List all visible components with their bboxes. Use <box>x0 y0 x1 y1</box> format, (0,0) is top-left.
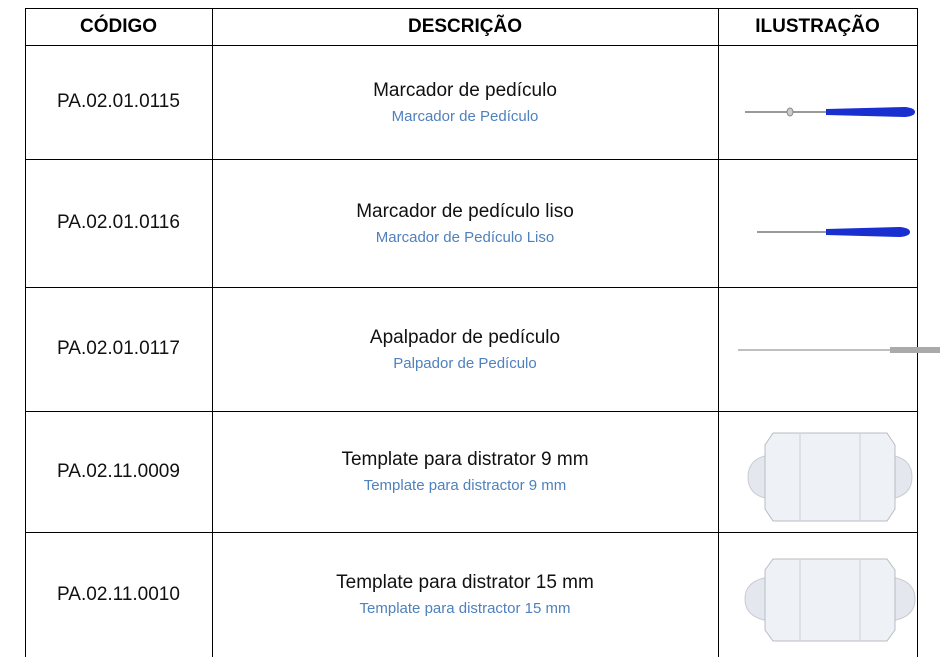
description: Marcador de pedículo <box>373 79 557 101</box>
translation: Template para distractor 9 mm <box>363 477 567 494</box>
description: Apalpador de pedículo <box>369 326 561 348</box>
border <box>25 159 918 160</box>
translation: Marcador de Pedículo Liso <box>375 228 555 246</box>
header: DESCRIÇÃO <box>407 15 522 37</box>
border <box>25 532 918 533</box>
description-cell: Marcador de pedículo liso Marcador de Ped… <box>212 159 718 287</box>
border <box>718 8 719 657</box>
code: PA.02.01.0117 <box>57 338 180 359</box>
code: PA.02.01.0115 <box>57 91 180 112</box>
description-cell: Template para distrator 15 mm Template pa… <box>212 532 718 657</box>
border <box>917 8 918 657</box>
description: Template para distrator 9 mm <box>341 449 589 470</box>
header: CÓDIGO <box>79 15 158 37</box>
border <box>25 45 918 46</box>
code: PA.02.11.0010 <box>57 583 180 605</box>
template-illustration <box>744 558 916 642</box>
description: Marcador de pedículo liso <box>356 200 574 222</box>
border <box>25 411 918 412</box>
border <box>25 287 918 288</box>
border <box>25 8 26 657</box>
marker-smooth-illustration <box>757 227 910 237</box>
translation: Palpador de Pedículo <box>393 354 537 372</box>
header: ILUSTRAÇÃO <box>755 15 880 37</box>
probe-illustration <box>738 347 940 353</box>
description-cell: Template para distrator 9 mm Template par… <box>212 411 718 532</box>
description-cell: Marcador de pedículo Marcador de Pedículo <box>212 45 718 159</box>
description-cell: Apalpador de pedículo Palpador de Pedícul… <box>212 287 718 411</box>
template-illustration <box>747 432 913 522</box>
code: PA.02.01.0116 <box>57 212 180 233</box>
border <box>212 8 213 657</box>
description: Template para distrator 15 mm <box>336 572 594 593</box>
marker-illustration <box>745 107 915 117</box>
code: PA.02.11.0009 <box>57 460 180 482</box>
translation: Marcador de Pedículo <box>391 107 539 125</box>
translation: Template para distractor 15 mm <box>359 600 571 617</box>
border <box>25 8 918 9</box>
